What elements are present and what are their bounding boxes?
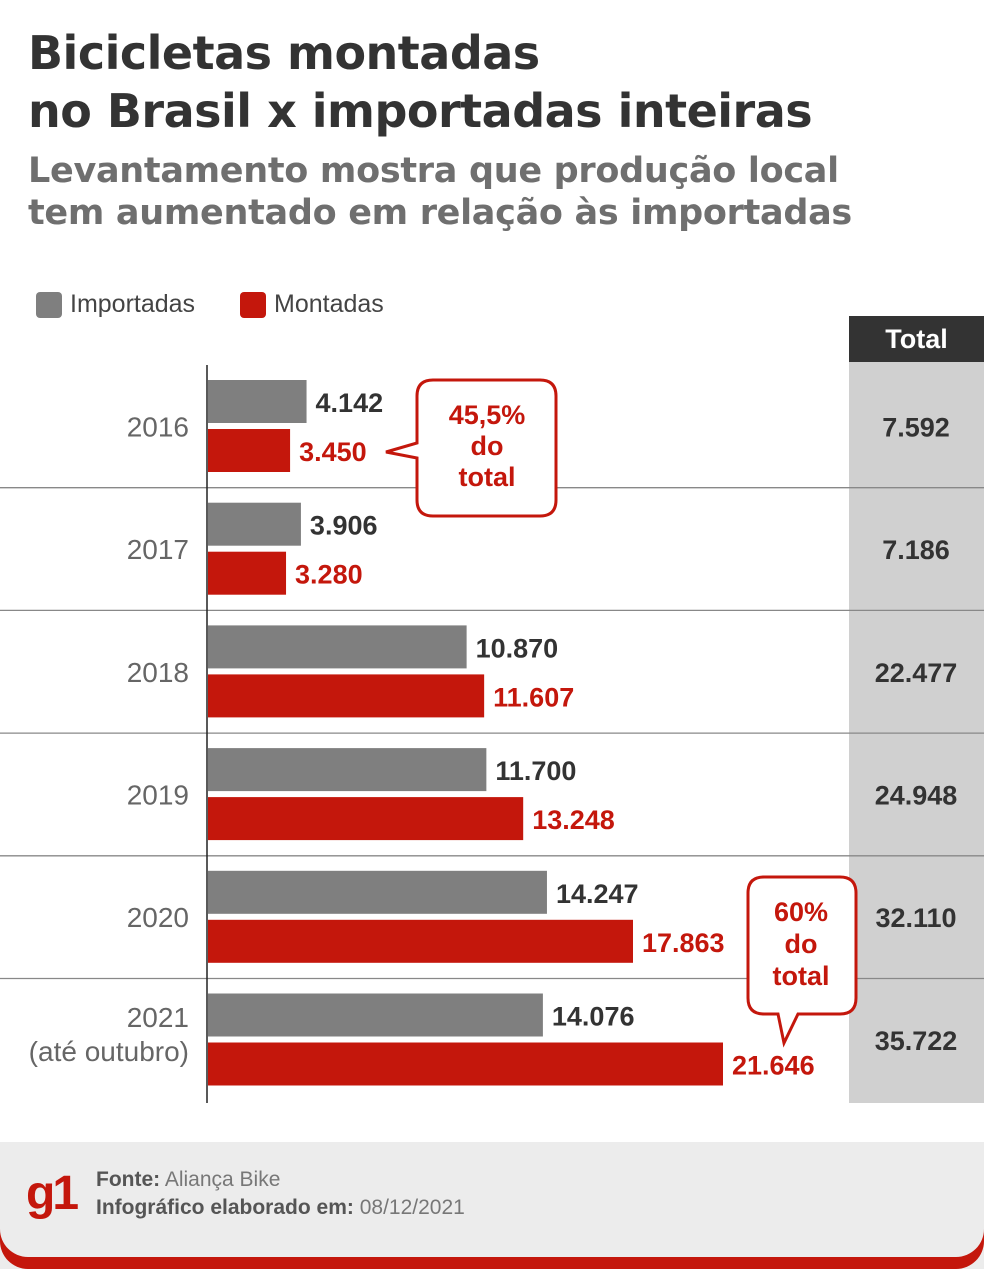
legend-item-importadas: Importadas [36,290,195,319]
category-label: (até outubro) [29,1036,189,1067]
bar-montadas [208,797,524,841]
category-label: 2019 [127,779,189,810]
subtitle-line-1: Levantamento mostra que produção local [28,151,839,191]
legend-label-importadas: Importadas [70,290,196,318]
made-value: 08/12/2021 [359,1196,465,1219]
value-label-montadas: 17.863 [642,928,725,958]
title-line-1: Bicicletas montadas [28,26,540,80]
value-label-montadas: 21.646 [732,1051,815,1081]
legend-item-montadas: Montadas [240,290,384,319]
legend-swatch-montadas [240,291,266,318]
callout-text: 60% [774,897,828,927]
category-label: 2021 [127,1002,189,1033]
value-label-importadas: 10.870 [476,633,559,663]
bar-importadas [208,380,307,423]
category-label: 2017 [127,534,189,565]
title-line-2: no Brasil x importadas inteiras [28,84,813,138]
value-label-montadas: 11.607 [493,682,574,712]
g1-logo: g1 [26,1167,79,1220]
total-value: 24.948 [875,780,958,810]
category-label: 2020 [127,902,189,933]
bar-montadas [208,429,291,472]
bar-importadas [208,993,543,1037]
chart-title: Bicicletas montadas no Brasil x importad… [28,24,968,140]
bar-montadas [208,919,633,963]
total-value: 32.110 [875,903,956,933]
total-value: 7.592 [882,412,950,442]
category-label: 2018 [127,657,189,688]
source-label: Fonte: [96,1168,161,1191]
legend-label-montadas: Montadas [274,290,384,318]
footer-inner [0,1228,984,1257]
value-label-montadas: 3.450 [299,437,367,467]
bar-importadas [208,625,467,669]
callout-text: total [459,462,516,492]
callout-text: total [773,961,830,991]
value-label-importadas: 14.076 [552,1002,635,1032]
bar-importadas [208,502,301,546]
made-label: Infográfico elaborado em: [96,1196,354,1219]
callout-text: 45,5% [449,400,526,430]
footer-made-date: Infográfico elaborado em: 08/12/2021 [96,1196,465,1220]
totals-header: Total [849,316,984,362]
value-label-montadas: 3.280 [295,560,363,590]
totals-column [849,316,984,1103]
footer-source: Fonte: Aliança Bike [96,1168,280,1192]
value-label-importadas: 4.142 [316,388,384,418]
legend-swatch-importadas [36,291,62,318]
value-label-importadas: 3.906 [310,511,378,541]
bar-importadas [208,748,487,792]
bar-importadas [208,870,547,914]
value-label-montadas: 13.248 [532,805,615,835]
bar-montadas [208,674,485,718]
bar-chart: 2016 4.142 3.450 7.592 2017 3.906 3.280 7.186 20… [0,365,984,1103]
total-value: 22.477 [875,658,958,688]
bar-montadas [208,1042,723,1086]
callout-bubble [385,378,558,518]
value-label-importadas: 11.700 [495,756,576,786]
value-label-importadas: 14.247 [556,879,639,909]
chart-subtitle: Levantamento mostra que produção local t… [28,150,968,234]
callout-text: do [471,431,504,461]
category-label: 2016 [127,411,189,442]
total-value: 35.722 [875,1026,958,1056]
callout-bubble [746,875,858,1048]
callout-text: do [785,929,818,959]
source-value: Aliança Bike [164,1168,281,1191]
total-value: 7.186 [882,535,950,565]
bar-montadas [208,551,287,595]
subtitle-line-2: tem aumentado em relação às importadas [28,193,852,233]
